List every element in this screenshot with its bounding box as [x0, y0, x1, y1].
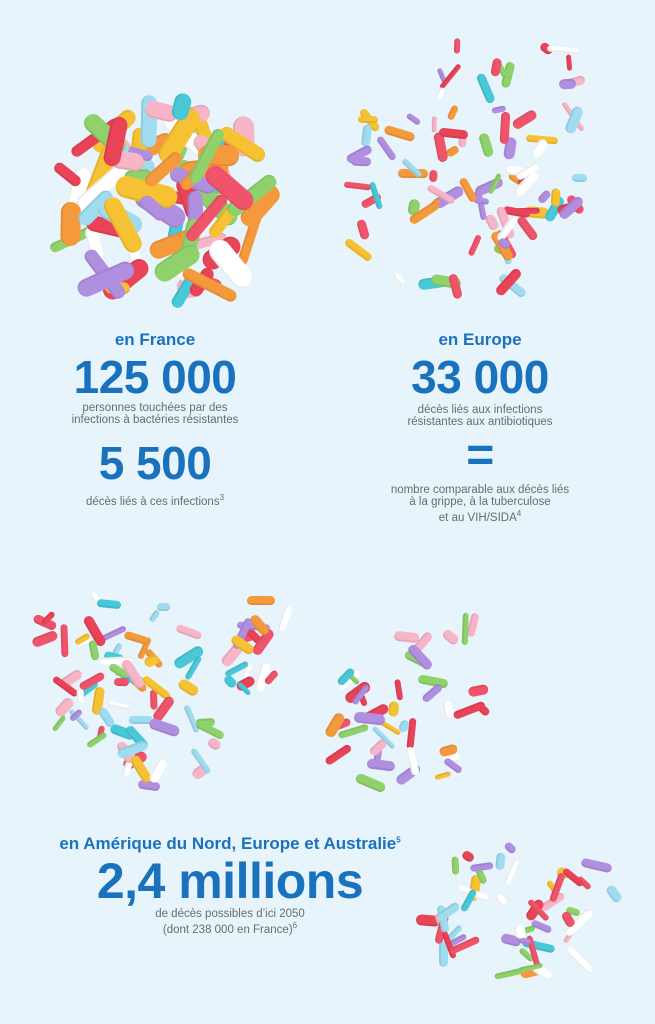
pill-icon	[148, 608, 161, 624]
pill-icon	[276, 605, 293, 633]
pill-icon	[493, 967, 523, 980]
pill-icon	[324, 743, 353, 766]
pill-icon	[246, 596, 276, 606]
pill-icon	[129, 715, 153, 724]
pill-icon	[405, 112, 421, 127]
global-deaths-number: 2,4 millions	[96, 853, 364, 909]
pill-icon	[375, 134, 397, 162]
pill-icon	[461, 612, 469, 645]
pill-icon	[452, 700, 487, 720]
pill-icon	[558, 78, 577, 90]
pill-icon	[566, 54, 573, 71]
france-heading: en France	[114, 330, 196, 349]
pill-icon	[502, 840, 518, 856]
pill-icon	[30, 629, 59, 649]
global-deaths-desc: de décès possibles d’ici 2050 (dont 238 …	[155, 908, 305, 936]
pill-icon	[343, 237, 374, 263]
pill-icon	[565, 945, 594, 975]
pill-icon	[493, 893, 509, 908]
pill-icon	[351, 156, 372, 167]
pill-icon	[59, 624, 69, 658]
pill-icon	[477, 131, 495, 158]
pill-icon	[394, 678, 404, 702]
pill-icon	[77, 688, 85, 704]
pill-icon	[421, 682, 444, 704]
pill-icon	[604, 883, 624, 905]
pill-icon	[580, 858, 614, 875]
pill-icon	[353, 772, 387, 795]
pill-icon	[175, 624, 202, 641]
pill-icon	[546, 45, 580, 55]
france-deaths-number: 5 500	[98, 437, 212, 489]
pill-icon	[428, 170, 438, 183]
pill-icon	[353, 711, 386, 726]
france-infections-number: 125 000	[73, 351, 237, 403]
pills-circle-illustration	[49, 85, 284, 311]
europe-deaths-number: 33 000	[411, 351, 549, 403]
pill-icon	[511, 109, 539, 132]
australia-map-pills-illustration	[410, 825, 624, 983]
pill-icon	[454, 37, 461, 53]
equals-sign: =	[466, 429, 494, 482]
pill-icon	[383, 124, 417, 143]
pill-icon	[96, 598, 121, 610]
pill-icon	[147, 716, 181, 737]
pill-icon	[107, 700, 131, 711]
europe-comparison-desc: nombre comparable aux décès liés à la gr…	[390, 484, 570, 524]
pill-icon	[355, 218, 370, 241]
europe-deaths-desc: décès liés aux infections résistantes au…	[407, 404, 553, 428]
pill-icon	[391, 271, 406, 287]
pill-icon	[157, 602, 171, 611]
pill-icon	[513, 923, 527, 939]
pill-icon	[440, 627, 461, 647]
pill-icon	[446, 104, 460, 122]
pill-icon	[448, 273, 464, 300]
pill-icon	[451, 856, 460, 875]
pill-icon	[515, 214, 539, 242]
pill-icon	[499, 111, 511, 144]
pill-icon	[434, 770, 451, 781]
pill-icon	[431, 116, 438, 134]
pill-icon	[434, 86, 446, 100]
pill-icon	[535, 188, 552, 205]
pill-icon	[442, 699, 455, 719]
pill-icon	[60, 201, 81, 246]
pill-icon	[503, 858, 520, 886]
north-america-map-pills-illustration	[30, 590, 293, 805]
pill-icon	[571, 173, 587, 182]
pill-icon	[387, 700, 400, 717]
europe-map-small-pills-illustration	[323, 612, 495, 795]
pill-icon	[361, 124, 373, 147]
pill-icon	[358, 115, 379, 124]
france-section: en France 125 000 personnes touchées par…	[40, 330, 270, 508]
global-heading: en Amérique du Nord, Europe et Australie…	[59, 834, 401, 853]
pill-icon	[51, 714, 67, 732]
europe-section: en Europe 33 000 décès liés aux infectio…	[365, 330, 595, 524]
pill-icon	[495, 852, 506, 871]
pill-icon	[113, 678, 129, 687]
pill-icon	[147, 757, 168, 785]
pill-icon	[467, 234, 482, 257]
pill-icon	[123, 630, 150, 646]
pill-icon	[176, 677, 200, 698]
pill-icon	[475, 72, 497, 105]
pill-icon	[343, 181, 371, 192]
france-infections-desc: personnes touchées par des infections à …	[71, 402, 239, 426]
pill-icon	[467, 683, 489, 698]
europe-map-pills-illustration	[343, 37, 587, 300]
france-deaths-desc: décès liés à ces infections3	[85, 493, 225, 508]
pill-icon	[460, 849, 477, 865]
europe-heading: en Europe	[438, 330, 522, 349]
pill-icon	[366, 757, 395, 772]
pill-icon	[550, 188, 561, 207]
global-section: en Amérique du Nord, Europe et Australie…	[30, 834, 430, 936]
